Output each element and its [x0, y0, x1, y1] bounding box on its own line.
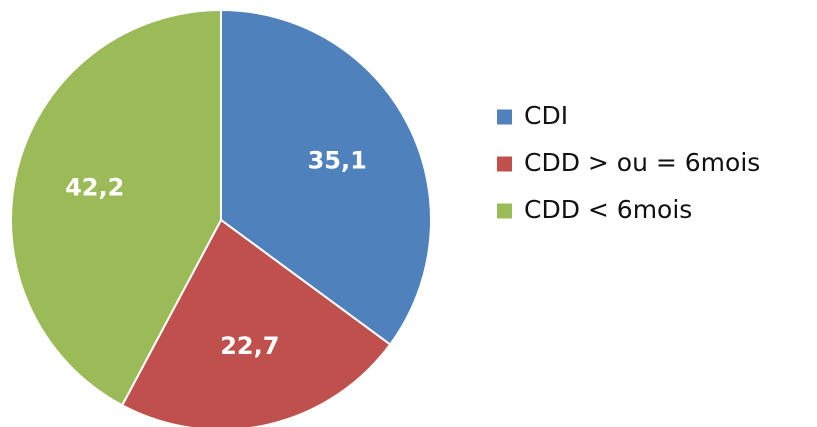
pie-slice-labels: 35,1 22,7 42,2 — [65, 146, 367, 360]
legend-swatch-2 — [497, 156, 512, 172]
legend-label-2: CDD > ou = 6mois — [524, 148, 760, 177]
legend-swatch-1 — [497, 109, 512, 125]
pie-slice-2 — [120, 218, 392, 427]
slice-value-label-3: 42,2 — [65, 173, 124, 201]
legend-label-3: CDD < 6mois — [524, 195, 692, 224]
legend-swatch-3 — [497, 203, 512, 219]
slice-value-label-1: 35,1 — [308, 146, 367, 174]
pie-slice-3 — [10, 8, 222, 407]
legend-label-1: CDI — [524, 101, 568, 130]
pie-slices — [10, 8, 432, 427]
slice-value-label-2: 22,7 — [220, 332, 279, 360]
pie-slice-1 — [220, 8, 432, 346]
legend: CDI CDD > ou = 6mois CDD < 6mois — [497, 101, 760, 224]
